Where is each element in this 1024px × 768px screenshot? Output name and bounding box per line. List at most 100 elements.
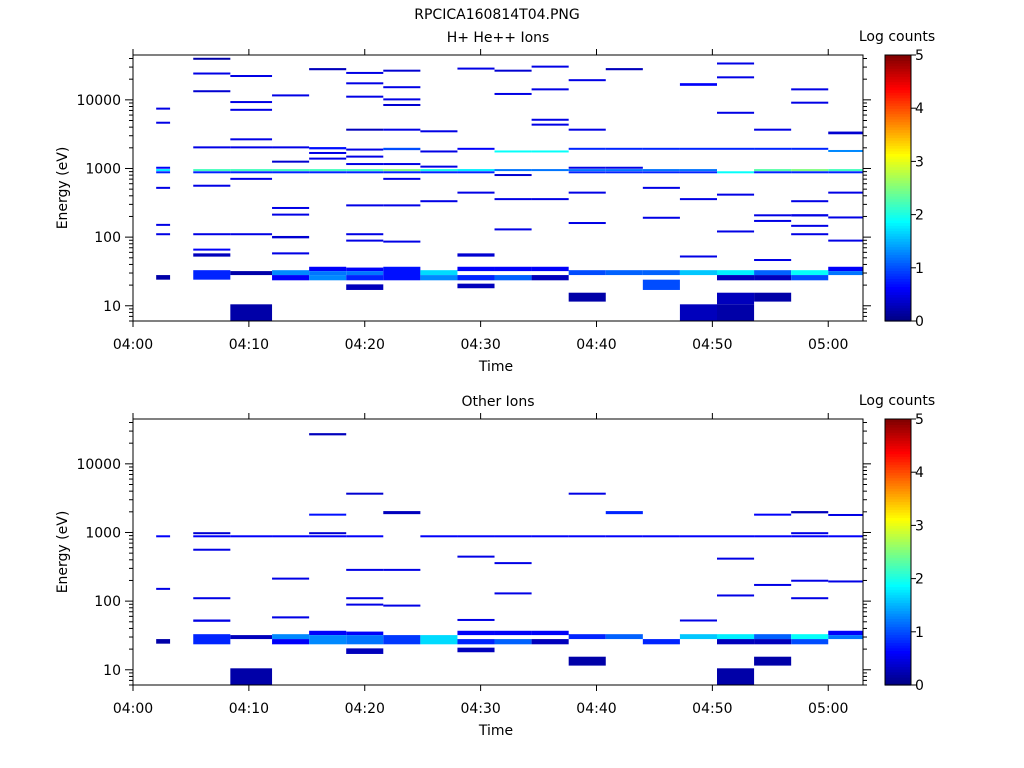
heatmap-cell <box>383 604 421 607</box>
heatmap-cell <box>272 535 310 538</box>
colorbar-segment <box>885 461 911 465</box>
heatmap-cell <box>346 568 384 571</box>
heatmap-cell <box>828 580 863 583</box>
heatmap-cell <box>457 535 495 538</box>
heatmap-cell <box>828 171 863 174</box>
colorbar-segment <box>885 496 911 500</box>
heatmap-cell <box>272 171 310 174</box>
colorbar-segment <box>885 81 911 85</box>
heatmap-cell <box>605 270 643 276</box>
heatmap-cell <box>791 233 829 236</box>
colorbar-segment <box>885 607 911 612</box>
heatmap-cell <box>605 68 643 71</box>
colorbar-segment <box>885 530 911 534</box>
heatmap-cell <box>193 535 231 538</box>
colorbar-segment <box>885 522 911 526</box>
heatmap-cell <box>791 511 829 514</box>
colorbar-segment <box>885 639 911 644</box>
heatmap-cell <box>605 535 643 538</box>
heatmap-cell <box>791 275 829 281</box>
colorbar-segment <box>885 514 911 519</box>
colorbar-segment <box>885 134 911 139</box>
colorbar-segment <box>885 488 911 492</box>
colorbar-segment <box>885 211 911 216</box>
colorbar-segment <box>885 645 911 649</box>
colorbar-segment <box>885 445 911 449</box>
heatmap-cell <box>193 171 231 174</box>
heatmap-cell <box>193 634 231 645</box>
colorbar-segment <box>885 501 911 505</box>
heatmap-cell <box>568 169 606 172</box>
heatmap-cell <box>531 169 569 172</box>
colorbar-segment <box>885 426 911 431</box>
plot-frame <box>132 418 864 686</box>
heatmap-cell <box>717 668 755 685</box>
colorbar-tick-label: 1 <box>915 625 924 641</box>
heatmap-cell <box>156 535 171 538</box>
y-tick-label: 100 <box>94 230 121 246</box>
colorbar-segment <box>885 92 911 96</box>
colorbar-segment <box>885 249 911 253</box>
heatmap-cell <box>531 123 569 126</box>
heatmap-cell <box>531 535 569 538</box>
x-tick-label: 04:20 <box>345 337 385 353</box>
colorbar-segment <box>885 195 911 200</box>
colorbar-segment <box>885 174 911 178</box>
colorbar-segment <box>885 230 911 234</box>
colorbar-segment <box>885 469 911 473</box>
heatmap-cell <box>309 535 347 538</box>
heatmap-cell <box>754 656 792 666</box>
colorbar-segment <box>885 145 911 149</box>
colorbar-tick-label: 4 <box>915 465 924 481</box>
heatmap-cell <box>568 166 606 169</box>
colorbar-segment <box>885 283 911 288</box>
heatmap-cell <box>642 216 680 219</box>
plot-frame <box>132 54 864 322</box>
x-tick-label: 04:50 <box>692 701 732 717</box>
colorbar-segment <box>885 121 911 125</box>
heatmap-cell <box>642 279 680 290</box>
heatmap-cell <box>383 568 421 571</box>
heatmap-cell <box>828 266 863 272</box>
heatmap-cell <box>420 275 458 281</box>
colorbar-segment <box>885 273 911 277</box>
colorbar-segment <box>885 206 911 210</box>
heatmap-cell <box>679 198 717 201</box>
colorbar-segment <box>885 512 911 516</box>
heatmap-cell <box>193 597 231 600</box>
colorbar-segment <box>885 126 911 131</box>
colorbar-segment <box>885 615 911 620</box>
colorbar-segment <box>885 235 911 240</box>
colorbar-segment <box>885 116 911 120</box>
heatmap-cell <box>230 75 273 78</box>
heatmap-cell <box>568 492 606 495</box>
heatmap-cell <box>272 639 310 645</box>
heatmap-cell <box>272 206 310 209</box>
heatmap-cell <box>383 103 421 106</box>
colorbar-segment <box>885 504 911 508</box>
heatmap-cell <box>383 98 421 101</box>
heatmap-cell <box>568 128 606 131</box>
heatmap-cell <box>193 619 231 622</box>
colorbar-segment <box>885 156 911 160</box>
colorbar-segment <box>885 533 911 537</box>
heatmap-cell <box>309 513 347 516</box>
colorbar-segment <box>885 610 911 614</box>
heatmap-cell <box>272 94 310 97</box>
heatmap-cell <box>642 535 680 538</box>
heatmap-cell <box>383 169 421 172</box>
heatmap-cell <box>494 630 532 636</box>
heatmap-cell <box>679 535 717 538</box>
heatmap-cell <box>679 83 717 86</box>
colorbar-segment <box>885 94 911 99</box>
heatmap-cell <box>494 228 532 231</box>
colorbar-segment <box>885 214 911 218</box>
heatmap-cell <box>420 200 458 203</box>
heatmap-cell <box>754 583 792 586</box>
heatmap-cell <box>457 283 495 289</box>
heatmap-cell <box>420 165 458 168</box>
heatmap-cell <box>420 270 458 276</box>
heatmap-cell <box>828 191 863 194</box>
colorbar-frame <box>884 418 912 686</box>
colorbar-segment <box>885 456 911 460</box>
